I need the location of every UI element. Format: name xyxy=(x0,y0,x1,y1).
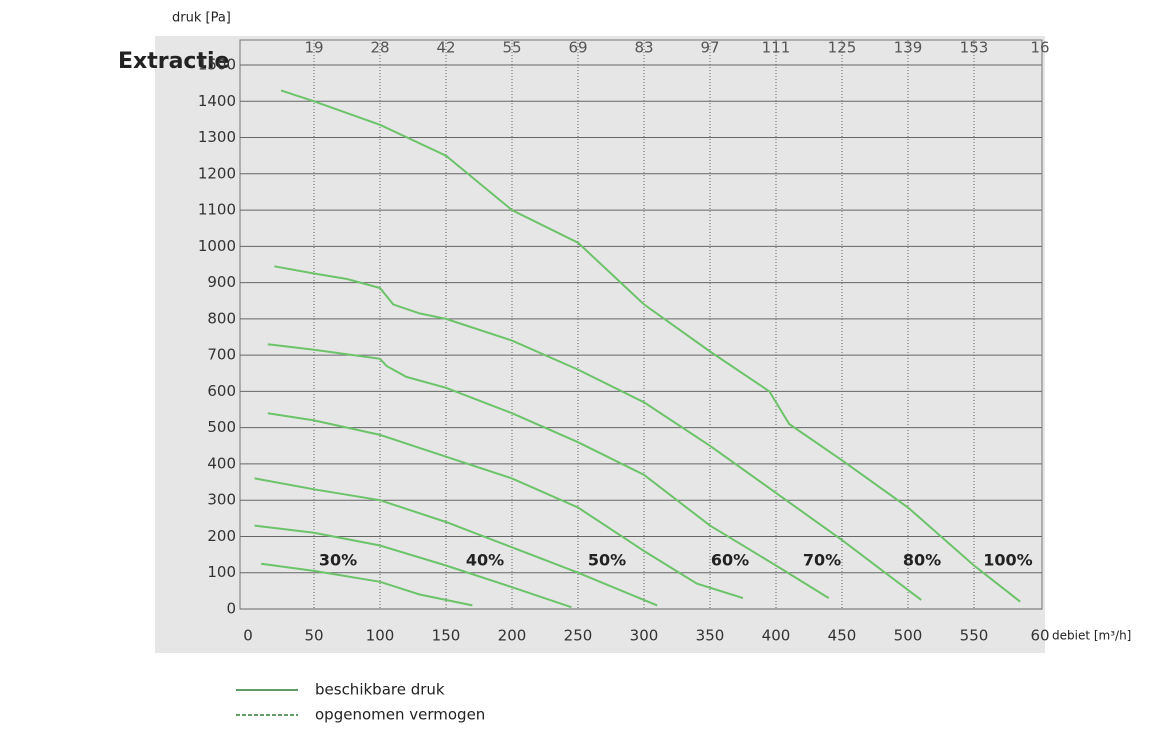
x-tick-label: 200 xyxy=(498,627,527,645)
x-tick-label: 0 xyxy=(243,627,253,645)
y-tick-label: 1200 xyxy=(198,164,236,182)
y-tick-label: 800 xyxy=(207,309,236,327)
series-label: 50% xyxy=(588,551,626,570)
top-axis-label: 97 xyxy=(700,39,719,57)
x-tick-label: 250 xyxy=(564,627,593,645)
series-line xyxy=(254,477,658,607)
top-axis-label: 83 xyxy=(634,39,653,57)
y-tick-label: 700 xyxy=(207,346,236,364)
series-label: 40% xyxy=(466,551,504,570)
series-line xyxy=(254,524,572,609)
series-label: 100% xyxy=(983,551,1032,570)
series-line xyxy=(267,343,830,599)
top-axis-label: 111 xyxy=(762,39,791,57)
top-axis-label: 69 xyxy=(568,39,587,57)
series-label: 30% xyxy=(319,551,357,570)
top-axis-label: 153 xyxy=(960,39,989,57)
y-axis-label: druk [Pa] xyxy=(172,11,231,26)
x-tick-label: 450 xyxy=(828,627,857,645)
y-tick-label: 1500 xyxy=(198,56,236,74)
y-tick-label: 400 xyxy=(207,454,236,472)
plot-background xyxy=(155,36,1045,653)
y-tick-label: 600 xyxy=(207,382,236,400)
y-tick-label: 200 xyxy=(207,527,236,545)
series-label: 80% xyxy=(903,551,941,570)
y-tick-label: 1100 xyxy=(198,201,236,219)
x-tick-label: 300 xyxy=(630,627,659,645)
x-tick-label: 400 xyxy=(762,627,791,645)
legend-label: beschikbare druk xyxy=(315,681,445,699)
series-line xyxy=(267,412,744,600)
x-tick-label: 150 xyxy=(432,627,461,645)
x-tick-label: 500 xyxy=(894,627,923,645)
top-axis-label: 139 xyxy=(894,39,923,57)
y-tick-label: 900 xyxy=(207,273,236,291)
top-axis-label: 28 xyxy=(370,39,389,57)
top-axis-label: 42 xyxy=(436,39,455,57)
series-line xyxy=(261,562,473,607)
top-axis-label: 19 xyxy=(304,39,323,57)
x-tick-label: 50 xyxy=(304,627,323,645)
heading: Extractie xyxy=(118,49,229,74)
y-tick-label: 1400 xyxy=(198,92,236,110)
y-tick-label: 500 xyxy=(207,418,236,436)
top-axis-label: 16 xyxy=(1030,39,1049,57)
x-tick-label: 550 xyxy=(960,627,989,645)
top-axis-label: 125 xyxy=(828,39,857,57)
series-label: 70% xyxy=(803,551,841,570)
top-axis-label: 55 xyxy=(502,39,521,57)
y-tick-label: 100 xyxy=(207,563,236,581)
y-tick-label: 0 xyxy=(226,600,236,618)
series-label: 60% xyxy=(711,551,749,570)
y-tick-label: 1300 xyxy=(198,128,236,146)
x-tick-label: 60 xyxy=(1030,627,1049,645)
legend-label: opgenomen vermogen xyxy=(315,706,485,724)
x-tick-label: 350 xyxy=(696,627,725,645)
x-tick-label: 100 xyxy=(366,627,395,645)
series-line xyxy=(280,89,1021,603)
y-tick-label: 1000 xyxy=(198,237,236,255)
x-axis-label: debiet [m³/h] xyxy=(1052,629,1131,643)
y-tick-label: 300 xyxy=(207,491,236,509)
series-line xyxy=(274,265,922,601)
